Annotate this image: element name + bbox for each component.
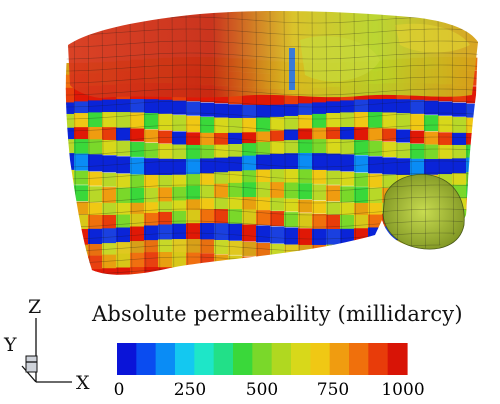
colorbar-segment — [329, 343, 350, 375]
colorbar — [117, 343, 408, 375]
colorbar-segment — [155, 343, 176, 375]
colorbar-segment — [136, 343, 157, 375]
colorbar-segment — [271, 343, 292, 375]
axis-label-y: Y — [4, 334, 17, 356]
colorbar-segment — [213, 343, 234, 375]
top-surface — [68, 11, 478, 98]
cavity — [382, 173, 465, 250]
tick-label: 750 — [316, 380, 350, 400]
colorbar-segment — [233, 343, 253, 375]
tick-label: 0 — [113, 380, 125, 400]
well-marker — [289, 48, 295, 90]
colorbar-segment — [387, 343, 408, 375]
colorbar-segment — [252, 343, 273, 375]
colorbar-segment — [194, 343, 215, 375]
legend-title: Absolute permeability (millidarcy) — [92, 302, 463, 326]
tick-label: 500 — [245, 380, 279, 400]
tick-label: 250 — [173, 380, 207, 400]
colorbar-segment — [349, 343, 369, 375]
axis-label-z: Z — [28, 296, 42, 318]
colorbar-segment — [368, 343, 389, 375]
colorbar-segment — [117, 343, 137, 375]
colorbar-segment — [291, 343, 311, 375]
tick-label: 1000 — [381, 380, 425, 400]
axis-triad — [21, 318, 72, 383]
colorbar-segment — [310, 343, 331, 375]
axis-label-x: X — [76, 372, 90, 394]
colorbar-segment — [175, 343, 195, 375]
